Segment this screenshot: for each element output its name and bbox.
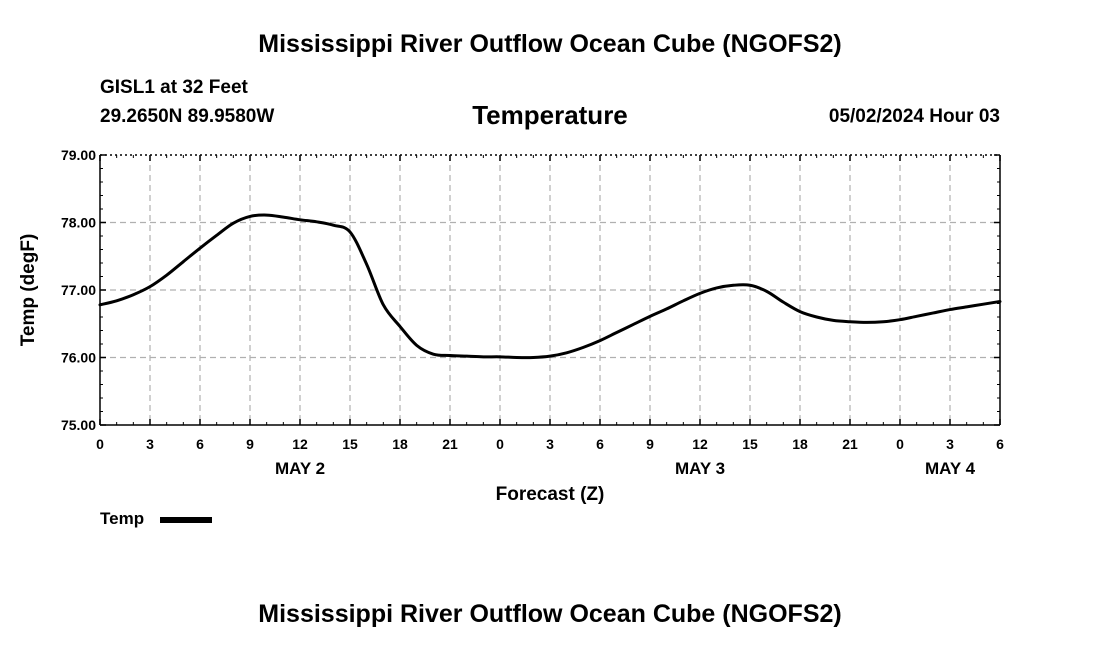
x-tick-label: 21: [842, 436, 858, 452]
y-axis-label: Temp (degF): [18, 234, 39, 347]
x-tick-label: 0: [896, 436, 904, 452]
x-tick-label: 6: [996, 436, 1004, 452]
legend-label: Temp: [100, 509, 145, 528]
page-title: Mississippi River Outflow Ocean Cube (NG…: [258, 30, 842, 58]
x-axis-label: Forecast (Z): [496, 484, 605, 505]
x-tick-label: 15: [342, 436, 358, 452]
x-tick-label: 9: [646, 436, 654, 452]
y-tick-label: 78.00: [61, 215, 96, 231]
y-tick-label: 77.00: [61, 282, 96, 298]
date-label: MAY 3: [675, 459, 725, 478]
forecast-timestamp: 05/02/2024 Hour 03: [828, 106, 1000, 127]
chart-grid: [100, 155, 1000, 425]
x-tick-label: 12: [292, 436, 308, 452]
plot-title: Temperature: [472, 100, 628, 130]
x-tick-label: 21: [442, 436, 458, 452]
x-tick-label: 3: [546, 436, 554, 452]
chart-ticks: 0 3 6 9 12 15 18 21 0 3 6 9 12 15 18 21 0 3 6 75.00 76.00 77.…: [61, 147, 1004, 478]
chart-series: [98, 213, 1002, 360]
x-tick-label: 18: [792, 436, 808, 452]
x-tick-label: 0: [496, 436, 504, 452]
x-tick-label: 3: [946, 436, 954, 452]
legend-swatch: [160, 517, 212, 523]
x-tick-label: 6: [596, 436, 604, 452]
x-tick-label: 3: [146, 436, 154, 452]
station-coords: 29.2650N 89.9580W: [100, 106, 275, 127]
x-tick-label: 6: [196, 436, 204, 452]
y-tick-label: 79.00: [61, 147, 96, 163]
date-label: MAY 2: [275, 459, 325, 478]
station-label: GISL1 at 32 Feet: [100, 77, 248, 98]
series-line-temp: [98, 213, 1002, 360]
x-tick-label: 12: [692, 436, 708, 452]
footer-title: Mississippi River Outflow Ocean Cube (NG…: [258, 600, 842, 628]
x-tick-label: 9: [246, 436, 254, 452]
y-tick-label: 76.00: [61, 350, 96, 366]
date-label: MAY 4: [925, 459, 976, 478]
x-tick-label: 0: [96, 436, 104, 452]
x-tick-label: 18: [392, 436, 408, 452]
y-tick-label: 75.00: [61, 417, 96, 433]
x-tick-label: 15: [742, 436, 758, 452]
